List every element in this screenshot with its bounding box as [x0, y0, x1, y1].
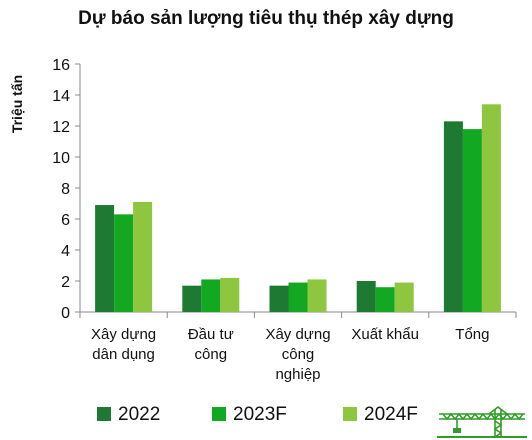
- bar-2023f-3: [375, 287, 395, 312]
- bar-2022-1: [182, 285, 202, 312]
- legend-label-2023f: 2023F: [233, 404, 287, 425]
- bar-2023f-0: [114, 214, 134, 312]
- legend-swatch-2022: [97, 407, 111, 421]
- bar-2024f-1: [220, 277, 240, 312]
- x-tick-label: Xây dựng công nghiệp: [265, 326, 330, 383]
- bar-2022-4: [443, 121, 463, 312]
- legend-swatch-2024f: [343, 407, 357, 421]
- x-tick-label: Xây dựng dân dụng: [91, 326, 156, 363]
- y-tick-label: 10: [52, 150, 70, 167]
- x-tick-label-line: Đầu tư: [188, 326, 234, 343]
- x-tick-label-line: Xây dựng: [91, 326, 156, 343]
- x-axis: Xây dựng dân dụng Đầu tư công Xây dựng công ng…: [79, 311, 517, 383]
- y-tick-label: 8: [61, 181, 70, 198]
- x-tick-label: Tổng: [455, 326, 489, 343]
- x-tick-label-line: công: [282, 346, 315, 363]
- tower-crane-icon: [437, 406, 527, 438]
- y-axis: 0 2 4 6 8 10 12 14 16: [52, 57, 81, 322]
- bar-2024f-2: [307, 279, 327, 312]
- x-tick-label-line: nghiệp: [275, 366, 320, 383]
- y-tick-label: 16: [52, 57, 70, 74]
- bar-2023f-2: [288, 282, 308, 312]
- legend-swatch-2023f: [212, 407, 226, 421]
- y-tick-label: 2: [61, 274, 70, 291]
- bar-2022-0: [95, 205, 115, 312]
- y-tick-label: 4: [61, 243, 70, 260]
- bar-2022-2: [269, 285, 289, 312]
- legend-label-2022: 2022: [118, 404, 160, 425]
- bar-2024f-4: [481, 104, 501, 312]
- y-tick-label: 6: [61, 212, 70, 229]
- x-tick-label-line: công: [195, 346, 228, 363]
- y-tick-label: 12: [52, 119, 70, 136]
- x-tick-label: Đầu tư công: [188, 326, 234, 363]
- x-tick-label-line: Xây dựng: [265, 326, 330, 343]
- bar-2023f-4: [462, 129, 482, 312]
- y-axis-label: Triệu tấn: [9, 75, 25, 133]
- y-tick-label: 0: [61, 305, 70, 322]
- x-tick-label: Xuất khẩu: [351, 326, 419, 343]
- chart-title: Dự báo sản lượng tiêu thụ thép xây dựng: [78, 8, 454, 29]
- bar-2022-3: [356, 281, 376, 312]
- legend-label-2024f: 2024F: [364, 404, 418, 425]
- x-tick-label-line: Xuất khẩu: [351, 326, 419, 343]
- bars: [95, 104, 501, 312]
- bar-2023f-1: [201, 279, 221, 312]
- legend: 2022 2023F 2024F: [97, 404, 418, 425]
- bar-2024f-0: [133, 201, 153, 312]
- bar-2024f-3: [394, 282, 414, 312]
- y-tick-label: 14: [52, 88, 70, 105]
- x-tick-label-line: Tổng: [455, 326, 489, 343]
- x-tick-label-line: dân dụng: [92, 346, 155, 363]
